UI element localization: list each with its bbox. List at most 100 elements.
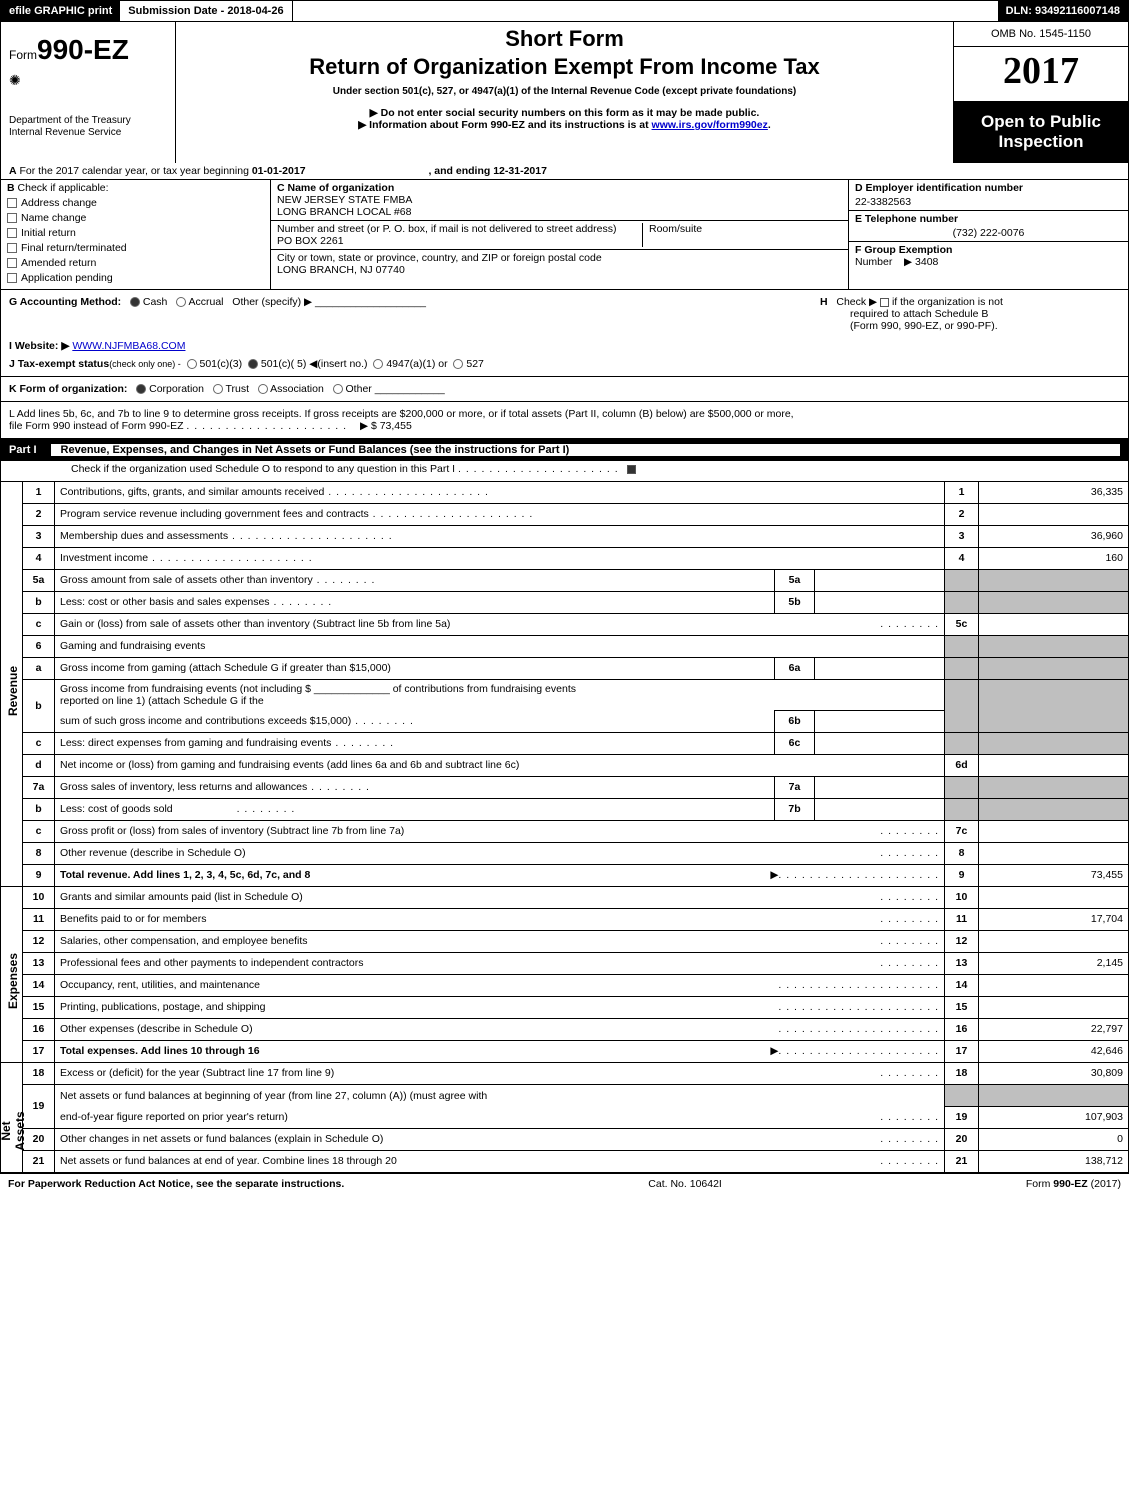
- table-row: 9 Total revenue. Add lines 1, 2, 3, 4, 5…: [1, 864, 1129, 886]
- j-o1: 501(c)(3): [199, 358, 242, 370]
- j-o2: 501(c)( 5) ◀(insert no.): [261, 358, 368, 370]
- grey-cell: [979, 1084, 1129, 1106]
- radio-trust[interactable]: [213, 384, 223, 394]
- line-desc: Gross income from gaming (attach Schedul…: [55, 657, 775, 679]
- line-rval: [979, 996, 1129, 1018]
- line-a: A For the 2017 calendar year, or tax yea…: [0, 163, 1129, 180]
- dept-line2: Internal Revenue Service: [9, 127, 167, 139]
- line-rnum: 6d: [945, 754, 979, 776]
- otp-line2: Inspection: [958, 132, 1124, 152]
- side-revenue-label: Revenue: [6, 661, 20, 721]
- part-i-label: Part I: [9, 444, 37, 456]
- website-link[interactable]: WWW.NJFMBA68.COM: [72, 340, 185, 352]
- section-gh: G Accounting Method: Cash Accrual Other …: [0, 290, 1129, 377]
- line-desc: Other revenue (describe in Schedule O): [55, 842, 945, 864]
- part-i-sub-text: Check if the organization used Schedule …: [71, 463, 455, 475]
- line-rnum: 12: [945, 930, 979, 952]
- chk-name-change[interactable]: Name change: [7, 212, 264, 224]
- radio-501c[interactable]: [248, 359, 258, 369]
- footer-mid: Cat. No. 10642I: [648, 1178, 722, 1190]
- top-bar: efile GRAPHIC print Submission Date - 20…: [0, 0, 1129, 22]
- dln: DLN: 93492116007148: [998, 1, 1128, 21]
- line-rnum: 1: [945, 481, 979, 503]
- org-city: LONG BRANCH, NJ 07740: [277, 264, 842, 276]
- line-num: 15: [23, 996, 55, 1018]
- radio-assoc[interactable]: [258, 384, 268, 394]
- l6b-d1: Gross income from fundraising events (no…: [60, 683, 311, 695]
- g-cash: Cash: [143, 296, 168, 308]
- info-link[interactable]: www.irs.gov/form990ez: [652, 119, 768, 131]
- checkbox-icon: [7, 213, 17, 223]
- line-rval: [979, 842, 1129, 864]
- line-num: 4: [23, 547, 55, 569]
- h-t2: if the organization is not: [892, 296, 1003, 308]
- submission-date: Submission Date - 2018-04-26: [120, 1, 292, 21]
- g-label: G Accounting Method:: [9, 296, 121, 308]
- footer-right-post: (2017): [1088, 1178, 1121, 1190]
- line-num: 16: [23, 1018, 55, 1040]
- h-checkbox[interactable]: [880, 298, 889, 307]
- line-rnum: 20: [945, 1128, 979, 1150]
- table-row: Expenses 10 Grants and similar amounts p…: [1, 886, 1129, 908]
- a-begin: 01-01-2017: [252, 165, 306, 177]
- footer-right: Form 990-EZ (2017): [1026, 1178, 1121, 1190]
- j-o4: 527: [466, 358, 484, 370]
- chk-amended-return[interactable]: Amended return: [7, 257, 264, 269]
- table-row: c Less: direct expenses from gaming and …: [1, 732, 1129, 754]
- radio-4947[interactable]: [373, 359, 383, 369]
- line-num: 12: [23, 930, 55, 952]
- info-line: ▶ Information about Form 990-EZ and its …: [184, 119, 945, 131]
- a-end: 12-31-2017: [493, 165, 547, 177]
- grey-cell: [979, 679, 1129, 732]
- k-o4: Other: [346, 383, 372, 395]
- table-row: Net Assets 18 Excess or (deficit) for th…: [1, 1062, 1129, 1084]
- line-desc: Less: cost of goods sold: [55, 798, 775, 820]
- table-row: 11 Benefits paid to or for members 11 17…: [1, 908, 1129, 930]
- room-label: Room/suite: [649, 223, 842, 235]
- e-label: E Telephone number: [855, 213, 1122, 225]
- checkbox-icon: [7, 228, 17, 238]
- chk-application-pending[interactable]: Application pending: [7, 272, 264, 284]
- radio-527[interactable]: [453, 359, 463, 369]
- line-rval: 17,704: [979, 908, 1129, 930]
- line-rnum: 14: [945, 974, 979, 996]
- a-mid: , and ending: [428, 165, 493, 177]
- table-row: c Gross profit or (loss) from sales of i…: [1, 820, 1129, 842]
- table-row: 20 Other changes in net assets or fund b…: [1, 1128, 1129, 1150]
- org-name-2: LONG BRANCH LOCAL #68: [277, 206, 842, 218]
- radio-other[interactable]: [333, 384, 343, 394]
- line-rnum: 13: [945, 952, 979, 974]
- inner-box-num: 6a: [775, 657, 815, 679]
- radio-corp[interactable]: [136, 384, 146, 394]
- chk-address-change[interactable]: Address change: [7, 197, 264, 209]
- k-o1: Corporation: [149, 383, 204, 395]
- table-row: c Gain or (loss) from sale of assets oth…: [1, 613, 1129, 635]
- line-num: b: [23, 798, 55, 820]
- open-to-public: Open to Public Inspection: [954, 102, 1128, 163]
- side-netassets: Net Assets: [1, 1062, 23, 1172]
- line-rnum: 4: [945, 547, 979, 569]
- l7b-d: Less: cost of goods sold: [60, 803, 173, 815]
- line-desc: Membership dues and assessments: [55, 525, 945, 547]
- table-row: b Gross income from fundraising events (…: [1, 679, 1129, 710]
- phone-value: (732) 222-0076: [855, 227, 1122, 239]
- room-suite: Room/suite: [642, 223, 842, 247]
- radio-accrual[interactable]: [176, 297, 186, 307]
- grey-cell: [945, 1084, 979, 1106]
- city-label: City or town, state or province, country…: [277, 252, 842, 264]
- radio-501c3[interactable]: [187, 359, 197, 369]
- line-desc: Benefits paid to or for members: [55, 908, 945, 930]
- grey-cell: [979, 569, 1129, 591]
- chk-label: Initial return: [21, 227, 76, 239]
- line-rval: 30,809: [979, 1062, 1129, 1084]
- line-rnum: 19: [945, 1106, 979, 1128]
- chk-initial-return[interactable]: Initial return: [7, 227, 264, 239]
- radio-cash[interactable]: [130, 297, 140, 307]
- l2-d: Program service revenue including govern…: [60, 508, 369, 520]
- part-i-title-text: Revenue, Expenses, and Changes in Net As…: [61, 444, 570, 456]
- line-rnum: 21: [945, 1150, 979, 1172]
- line-rval: [979, 930, 1129, 952]
- schedule-o-checkbox[interactable]: [627, 465, 636, 474]
- chk-final-return[interactable]: Final return/terminated: [7, 242, 264, 254]
- inner-box-val: [815, 776, 945, 798]
